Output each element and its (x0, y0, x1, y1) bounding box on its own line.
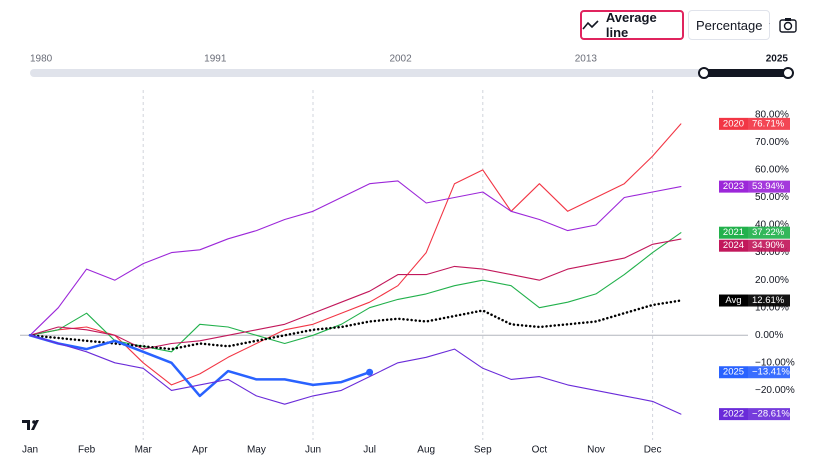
value-label: 37.22% (752, 227, 785, 238)
camera-icon (779, 18, 797, 33)
value-label-box (748, 226, 790, 239)
range-handle[interactable] (782, 67, 794, 79)
y-tick-label: 60.00% (755, 165, 789, 176)
y-tick-label: 70.00% (755, 137, 789, 148)
value-label-box (748, 366, 790, 379)
legend-name: 2024 (723, 240, 744, 251)
value-label: −13.41% (752, 367, 790, 378)
range-tick-label: 1991 (204, 54, 227, 65)
y-tick-label: 10.00% (755, 302, 789, 313)
legend-name-box (719, 239, 748, 252)
y-tick-label: 40.00% (755, 220, 789, 231)
range-tick-label: 1980 (30, 54, 53, 65)
x-tick-label: Apr (192, 445, 208, 456)
legend-name: 2022 (723, 409, 744, 420)
chevron (769, 21, 770, 29)
y-tick-label: −20.00% (755, 385, 795, 396)
average-line-button[interactable]: Average line (580, 10, 684, 40)
range-tick-label: 2025 (766, 54, 789, 65)
legend-name: 2023 (723, 181, 744, 192)
series-line (29, 123, 682, 386)
scale-dropdown[interactable]: Percentage (688, 10, 770, 40)
legend-name: Avg (725, 295, 741, 306)
series-line (28, 334, 371, 398)
y-tick-label: −10.00% (755, 357, 795, 368)
series-line (29, 232, 682, 353)
y-tick-label: 50.00% (755, 192, 789, 203)
series-line (29, 334, 682, 415)
x-tick-label: Oct (532, 445, 548, 456)
range-track (30, 69, 788, 77)
line-icon (582, 20, 599, 30)
x-tick-label: Jul (363, 445, 376, 456)
series-line (28, 299, 683, 351)
value-label-box (748, 117, 790, 130)
end-dot (366, 368, 374, 376)
range-tick-label: 2002 (389, 54, 412, 65)
average-line-label: Average line (605, 10, 657, 40)
legend-name-box (719, 294, 748, 307)
x-tick-label: Feb (78, 445, 96, 456)
y-tick-label: 30.00% (755, 247, 789, 258)
value-label: −28.61% (752, 409, 790, 420)
legend-name-box (719, 180, 748, 193)
x-tick-label: Nov (587, 445, 605, 456)
x-tick-label: Jan (22, 445, 38, 456)
value-label-box (748, 408, 790, 421)
y-tick-label: 80.00% (755, 109, 789, 120)
y-tick-label: 0.00% (755, 330, 783, 341)
x-tick-label: Jun (305, 445, 321, 456)
legend-name-box (719, 117, 748, 130)
screenshot-button[interactable] (774, 10, 802, 40)
value-label-box (748, 180, 790, 193)
x-tick-label: May (247, 445, 266, 456)
legend-name-box (719, 226, 748, 239)
legend-name: 2020 (723, 118, 744, 129)
legend-name-box (719, 366, 748, 379)
value-label: 76.71% (752, 118, 785, 129)
x-tick-label: Sep (474, 445, 492, 456)
series-line (29, 238, 682, 350)
value-label: 34.90% (752, 240, 785, 251)
value-label-box (748, 239, 790, 252)
x-tick-label: Dec (644, 445, 662, 456)
y-tick-label: 20.00% (755, 275, 789, 286)
legend-name-box (719, 408, 748, 421)
value-label: 53.94% (752, 181, 785, 192)
range-handle[interactable] (698, 67, 710, 79)
legend-name: 2025 (723, 367, 744, 378)
x-tick-label: Aug (417, 445, 435, 456)
series-line (29, 180, 682, 336)
value-label-box (748, 294, 790, 307)
logo (22, 420, 39, 430)
legend-name: 2021 (723, 227, 744, 238)
range-tick-label: 2013 (575, 54, 598, 65)
x-tick-label: Mar (135, 445, 153, 456)
scale-label: Percentage (696, 17, 763, 33)
value-label: 12.61% (752, 295, 785, 306)
range-selection (704, 69, 788, 77)
